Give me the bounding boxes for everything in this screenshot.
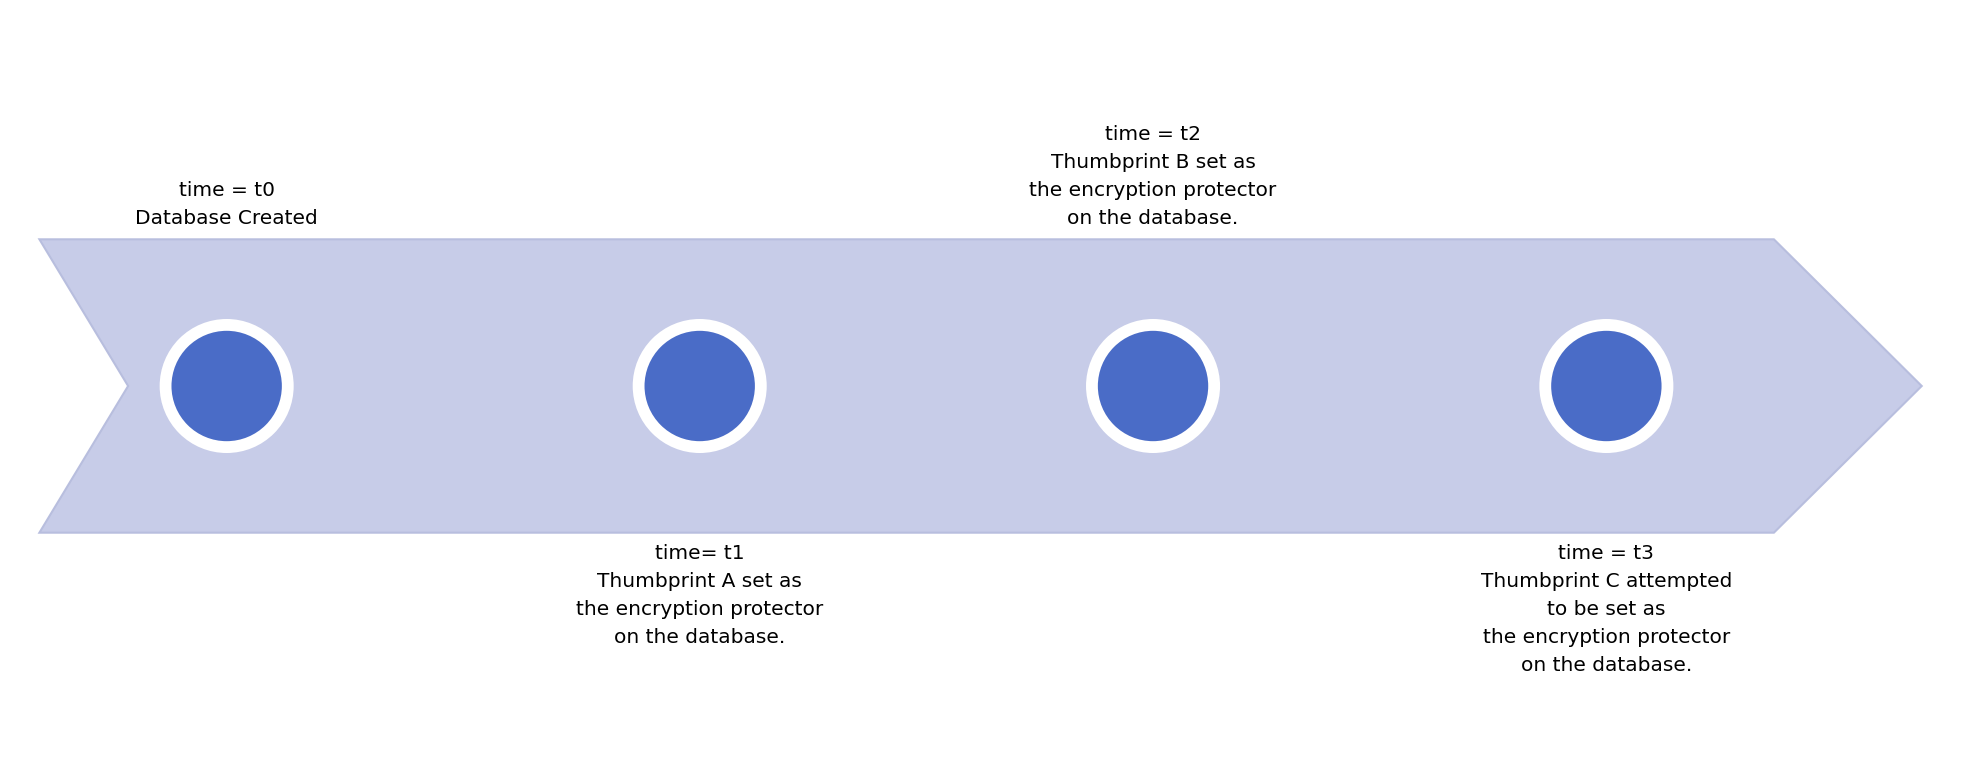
Text: time = t2
Thumbprint B set as
the encryption protector
on the database.: time = t2 Thumbprint B set as the encryp… (1029, 125, 1277, 228)
Text: time= t1
Thumbprint A set as
the encryption protector
on the database.: time= t1 Thumbprint A set as the encrypt… (576, 544, 824, 647)
Text: time = t3
Thumbprint C attempted
to be set as
the encryption protector
on the da: time = t3 Thumbprint C attempted to be s… (1480, 544, 1733, 676)
Ellipse shape (633, 319, 767, 453)
Text: time = t0
Database Created: time = t0 Database Created (136, 181, 317, 228)
Ellipse shape (1539, 319, 1673, 453)
Ellipse shape (1086, 319, 1220, 453)
Ellipse shape (160, 319, 294, 453)
Ellipse shape (1551, 331, 1662, 441)
Ellipse shape (171, 331, 282, 441)
Polygon shape (39, 239, 1922, 533)
Ellipse shape (645, 331, 755, 441)
Ellipse shape (1098, 331, 1208, 441)
